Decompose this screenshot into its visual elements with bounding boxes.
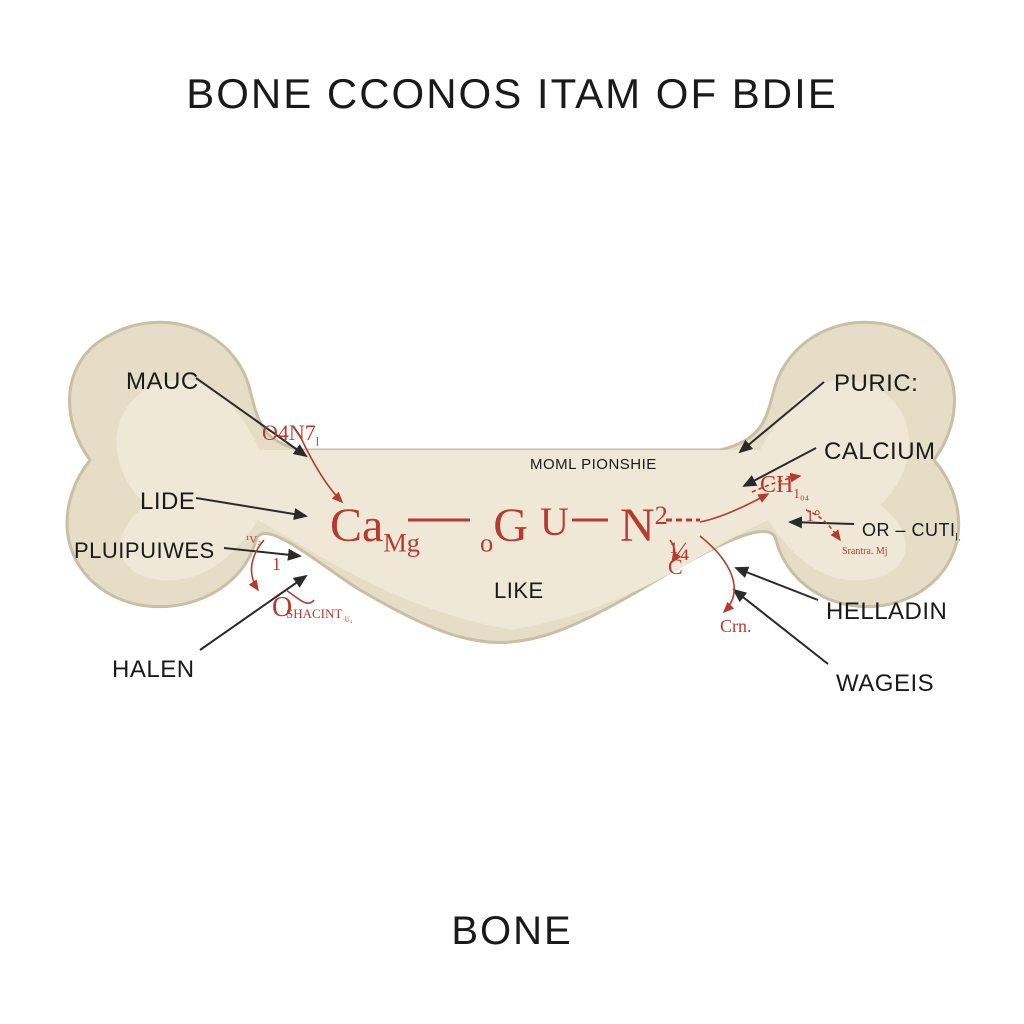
- annot-crn: Crn.: [720, 616, 752, 637]
- formula-N: N2¼: [620, 498, 688, 559]
- diagram-stage: BONE CCONOS ITAM OF BDIE MAUCLIDEPLUIPUI…: [0, 0, 1024, 1024]
- label-helladin: HELLADIN: [826, 598, 947, 626]
- annot-v2: ¹V₂: [246, 534, 261, 546]
- label-moml: MOML PIONSHIE: [530, 456, 657, 473]
- annot-ione: 1°: [806, 508, 820, 526]
- label-like: LIKE: [494, 578, 544, 604]
- annot-o-loop: O: [272, 592, 292, 624]
- label-plupuiwes: PLUIPUIWES: [74, 538, 215, 564]
- label-or-cut: OR – CUTIl.: [862, 520, 961, 544]
- diagram-caption: BONE: [0, 909, 1024, 954]
- annot-sranta: Srantra. Mj: [842, 546, 888, 557]
- label-lide: LIDE: [140, 488, 195, 516]
- annot-ch: CH1₀₄: [760, 472, 809, 502]
- label-mauc: MAUC: [126, 368, 199, 396]
- annot-o4n7: O4N7l: [262, 420, 319, 449]
- annot-shacint: SHACINT·U₄: [286, 606, 352, 624]
- annot-one: 1: [272, 554, 281, 575]
- formula-G: oG: [480, 498, 528, 559]
- label-halen: HALEN: [112, 656, 195, 684]
- formula-U: U: [540, 498, 569, 545]
- label-calcium: CALCIUM: [824, 438, 936, 466]
- label-puric: PURIC:: [834, 370, 918, 398]
- label-wageis: WAGEIS: [836, 670, 934, 698]
- formula-Ca: CaMg: [330, 498, 420, 559]
